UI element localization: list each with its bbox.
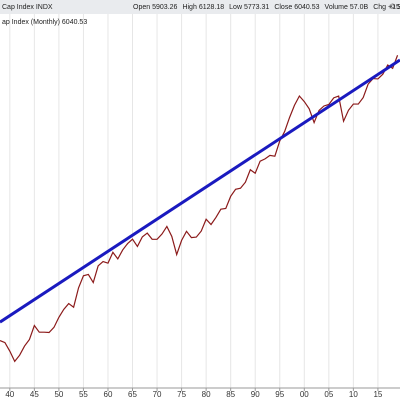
x-tick-label: 05	[324, 390, 333, 399]
price-line	[0, 55, 399, 363]
quote-label: Volume	[325, 4, 348, 11]
x-tick-label: 45	[30, 390, 39, 399]
quote-value: 5903.26	[152, 4, 177, 11]
quote-label: Open	[133, 4, 150, 11]
quote-value: 5773.31	[244, 4, 269, 11]
x-tick-label: 55	[79, 390, 88, 399]
quote-label: Chg	[373, 4, 386, 11]
quote-value: +158	[388, 4, 400, 11]
plot	[0, 55, 400, 363]
x-tick-label: 10	[349, 390, 358, 399]
x-tick-label: 90	[251, 390, 260, 399]
x-tick-label: 80	[202, 390, 211, 399]
chart-title: Cap Index INDX	[2, 4, 53, 11]
x-tick-label: 00	[300, 390, 309, 399]
quote-bar	[0, 0, 400, 14]
x-tick-label: 50	[54, 390, 63, 399]
grid: 40 45 50 55 60 65 70 75 80 85 90 95 00 05 10 15	[5, 14, 383, 399]
x-tick-label: 60	[104, 390, 113, 399]
x-tick-label: 95	[275, 390, 284, 399]
x-tick-label: 15	[373, 390, 382, 399]
watermark: © Sto	[390, 3, 400, 11]
x-tick-label: 40	[5, 390, 14, 399]
x-tick-label: 75	[177, 390, 186, 399]
quote: Open 5903.26 High 6128.18 Low 5773.31 Close 604…	[133, 4, 400, 11]
quote-label: High	[182, 4, 197, 11]
x-tick-label: 65	[128, 390, 137, 399]
trend-line	[0, 58, 400, 324]
quote-label: Low	[229, 4, 243, 11]
quote-value: 6040.53	[294, 4, 319, 11]
x-tick-label: 70	[153, 390, 162, 399]
legend-entry: ap Index (Monthly) 6040.53	[2, 19, 87, 26]
x-tick-label: 85	[226, 390, 235, 399]
quote-value: 6128.18	[199, 4, 224, 11]
quote-value: 57.0B	[350, 4, 369, 11]
quote-label: Close	[274, 4, 292, 11]
